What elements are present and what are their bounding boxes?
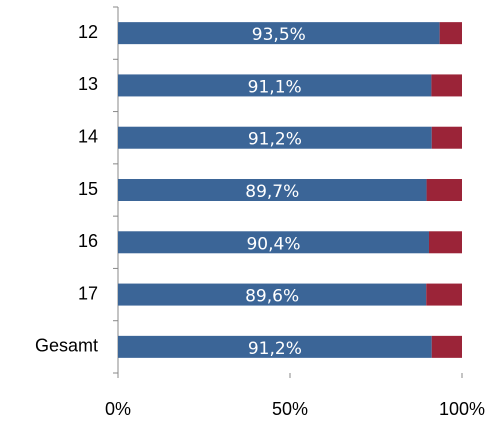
- y-tick-label: Gesamt: [35, 336, 98, 356]
- x-tick-label: 100%: [439, 399, 485, 419]
- y-tick-label: 13: [78, 74, 98, 94]
- value-label: 91,2%: [248, 130, 302, 150]
- value-label: 90,4%: [246, 234, 300, 254]
- bar-segment: [118, 22, 440, 45]
- bar-segment: [118, 231, 429, 254]
- bar-segment: [118, 74, 432, 97]
- value-label: 91,2%: [248, 339, 302, 359]
- bar-segment: [118, 335, 432, 358]
- value-label: 89,6%: [245, 287, 299, 307]
- bar-segment: [118, 283, 427, 306]
- y-tick-label: 14: [78, 126, 98, 146]
- value-label: 91,1%: [248, 77, 302, 97]
- bar-segment: [431, 126, 462, 149]
- bar-segment: [426, 179, 462, 201]
- bar-segment: [431, 74, 462, 97]
- y-tick-label: 12: [78, 22, 98, 42]
- bar-segment: [431, 335, 462, 358]
- value-label: 89,7%: [245, 182, 299, 202]
- bar-segment: [118, 179, 427, 201]
- bar-segment: [426, 283, 462, 306]
- bar-segment: [439, 22, 462, 45]
- y-tick-label: 15: [78, 179, 98, 199]
- y-tick-label: 17: [78, 283, 98, 303]
- x-tick-label: 0%: [105, 399, 131, 419]
- value-label: 93,5%: [252, 25, 306, 45]
- x-tick-label: 50%: [272, 399, 308, 419]
- bar-segment: [118, 126, 432, 149]
- bar-segment: [428, 231, 462, 254]
- y-tick-label: 16: [78, 231, 98, 251]
